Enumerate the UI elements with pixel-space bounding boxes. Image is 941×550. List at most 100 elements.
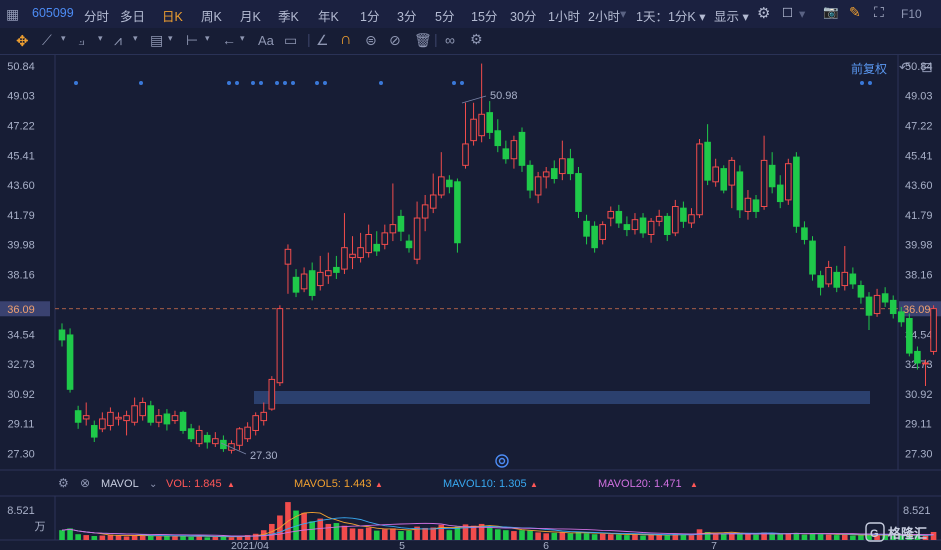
period-tab-5min[interactable]: 5分 bbox=[435, 10, 455, 24]
fullscreen-icon[interactable]: ⛶ bbox=[874, 4, 884, 20]
event-marker[interactable] bbox=[868, 81, 872, 85]
toolbar-settings-icon[interactable]: ⚙ bbox=[470, 31, 483, 47]
event-marker[interactable] bbox=[235, 81, 239, 85]
candle-body bbox=[567, 158, 574, 175]
line-tool-icon[interactable]: ⟋ bbox=[42, 32, 52, 48]
period-tab-monthly[interactable]: 月K bbox=[240, 10, 261, 24]
indicator-chevron-icon[interactable]: ⌄ bbox=[149, 479, 157, 490]
arrow-tool-icon[interactable]: ← bbox=[222, 32, 236, 48]
camera-icon[interactable]: 📷 bbox=[823, 5, 839, 19]
ray-tool-icon[interactable]: ⟓ bbox=[78, 32, 85, 48]
candle bbox=[74, 405, 82, 429]
indicator-close-icon[interactable]: ⊗ bbox=[80, 476, 90, 490]
kline-chart[interactable]: 50.84 49.03 47.22 45.41 43.60 41.79 39.98 38.16… bbox=[0, 55, 941, 550]
period-bar: ▦ 605099 分时 多日 日K 周K 月K 季K 年K 1分 3分 5分 1… bbox=[0, 0, 941, 29]
indicator-name[interactable]: MAVOL bbox=[101, 478, 139, 490]
event-marker[interactable] bbox=[452, 81, 456, 85]
candle-body bbox=[115, 416, 122, 420]
event-marker[interactable] bbox=[275, 81, 279, 85]
period-tab-15min[interactable]: 15分 bbox=[471, 10, 498, 24]
candle bbox=[647, 218, 655, 243]
period-tab-daily[interactable]: 日K bbox=[162, 10, 183, 24]
candle-body bbox=[349, 253, 356, 259]
period-tab-yearly[interactable]: 年K bbox=[318, 10, 339, 24]
event-marker[interactable] bbox=[291, 81, 295, 85]
candle-body bbox=[785, 163, 792, 201]
period-tab-multiday[interactable]: 多日 bbox=[120, 10, 146, 24]
f10-button[interactable]: F10 bbox=[901, 7, 922, 21]
candle bbox=[559, 140, 566, 181]
volume-bar bbox=[301, 512, 307, 540]
event-marker[interactable] bbox=[323, 81, 327, 85]
period-tab-intraday[interactable]: 分时 bbox=[84, 10, 110, 24]
candle-body bbox=[857, 285, 865, 298]
period-tab-1hour[interactable]: 1小时 bbox=[548, 10, 580, 24]
fibonacci-icon[interactable]: ▤ bbox=[150, 32, 164, 48]
ray-tool-chevron-icon[interactable]: ▾ bbox=[98, 33, 103, 43]
support-zone-band[interactable] bbox=[254, 391, 870, 404]
lock-drawing-icon[interactable]: ⊜ bbox=[365, 32, 377, 48]
undo-icon[interactable]: ↶ bbox=[899, 59, 911, 75]
candle-body bbox=[228, 443, 235, 451]
candle bbox=[615, 204, 623, 228]
candle bbox=[179, 410, 187, 434]
candle-body bbox=[236, 428, 243, 446]
link-icon[interactable]: ∞ bbox=[445, 32, 455, 48]
angle-icon[interactable]: ∠ bbox=[316, 32, 329, 48]
wave-tool-chevron-icon[interactable]: ▾ bbox=[133, 33, 138, 43]
event-marker[interactable] bbox=[259, 81, 263, 85]
candle-body bbox=[82, 415, 90, 420]
checkbox-icon[interactable]: ☐ bbox=[782, 6, 794, 20]
period-tab-3min[interactable]: 3分 bbox=[397, 10, 417, 24]
fibonacci-chevron-icon[interactable]: ▾ bbox=[168, 33, 173, 43]
arrow-tool-chevron-icon[interactable]: ▾ bbox=[240, 33, 245, 43]
checkbox-chevron-icon[interactable]: ▾ bbox=[799, 7, 806, 21]
event-marker[interactable] bbox=[283, 81, 287, 85]
gear-icon[interactable]: ⚙ bbox=[757, 5, 771, 22]
measure-chevron-icon[interactable]: ▾ bbox=[205, 33, 210, 43]
period-tab-30min[interactable]: 30分 bbox=[510, 10, 537, 24]
trash-icon[interactable]: 🗑 bbox=[414, 32, 432, 48]
measure-icon[interactable]: ⊢ bbox=[186, 32, 199, 48]
event-marker[interactable] bbox=[379, 81, 383, 85]
crosshair-icon[interactable]: ✥ bbox=[16, 33, 29, 50]
event-marker[interactable] bbox=[251, 81, 255, 85]
volume-bar bbox=[293, 510, 299, 540]
target-icon[interactable] bbox=[495, 454, 509, 468]
period-tab-quarterly[interactable]: 季K bbox=[278, 10, 299, 24]
comment-icon[interactable]: ▭ bbox=[284, 32, 298, 48]
volume-bar bbox=[180, 535, 186, 540]
period-more-chevron-icon[interactable]: ▾ bbox=[620, 7, 627, 21]
candle bbox=[341, 213, 348, 275]
period-tab-weekly[interactable]: 周K bbox=[201, 10, 222, 24]
range-select[interactable]: 1天：1分K ▾ bbox=[636, 10, 706, 24]
volume-bar bbox=[640, 535, 646, 540]
candle bbox=[865, 292, 873, 331]
indicator-settings-icon[interactable]: ⚙ bbox=[58, 476, 69, 490]
period-tab-1min[interactable]: 1分 bbox=[360, 10, 380, 24]
pencil-icon[interactable]: ✎ bbox=[849, 4, 861, 20]
wave-tool-icon[interactable]: ⩘ bbox=[114, 32, 122, 48]
hide-drawing-icon[interactable]: ⊘ bbox=[389, 32, 401, 48]
text-tool[interactable]: Aa bbox=[258, 33, 274, 48]
line-tool-chevron-icon[interactable]: ▾ bbox=[61, 33, 66, 43]
volume-bar bbox=[478, 523, 485, 540]
event-marker[interactable] bbox=[460, 81, 464, 85]
period-tab-2hour[interactable]: 2小时 bbox=[588, 10, 620, 24]
price-axis-right: 50.84 49.03 47.22 45.41 43.60 41.79 39.98 38.16… bbox=[905, 61, 933, 461]
volume-bar bbox=[309, 521, 315, 540]
event-marker[interactable] bbox=[860, 81, 864, 85]
event-marker[interactable] bbox=[74, 81, 78, 85]
volume-bar bbox=[333, 523, 340, 540]
restore-rights-button[interactable]: 前复权 bbox=[851, 62, 888, 76]
stock-code[interactable]: 605099 bbox=[32, 6, 74, 20]
display-select[interactable]: 显示 ▾ bbox=[714, 10, 749, 24]
collapse-icon[interactable]: ⊟ bbox=[921, 59, 933, 75]
event-marker[interactable] bbox=[139, 81, 143, 85]
event-marker[interactable] bbox=[227, 81, 231, 85]
grid-icon[interactable]: ▦ bbox=[6, 6, 20, 22]
magnet-icon[interactable]: ∩ bbox=[340, 31, 352, 48]
low-annotation: 27.30 bbox=[250, 450, 278, 462]
event-marker[interactable] bbox=[315, 81, 319, 85]
candle-body bbox=[889, 299, 897, 315]
